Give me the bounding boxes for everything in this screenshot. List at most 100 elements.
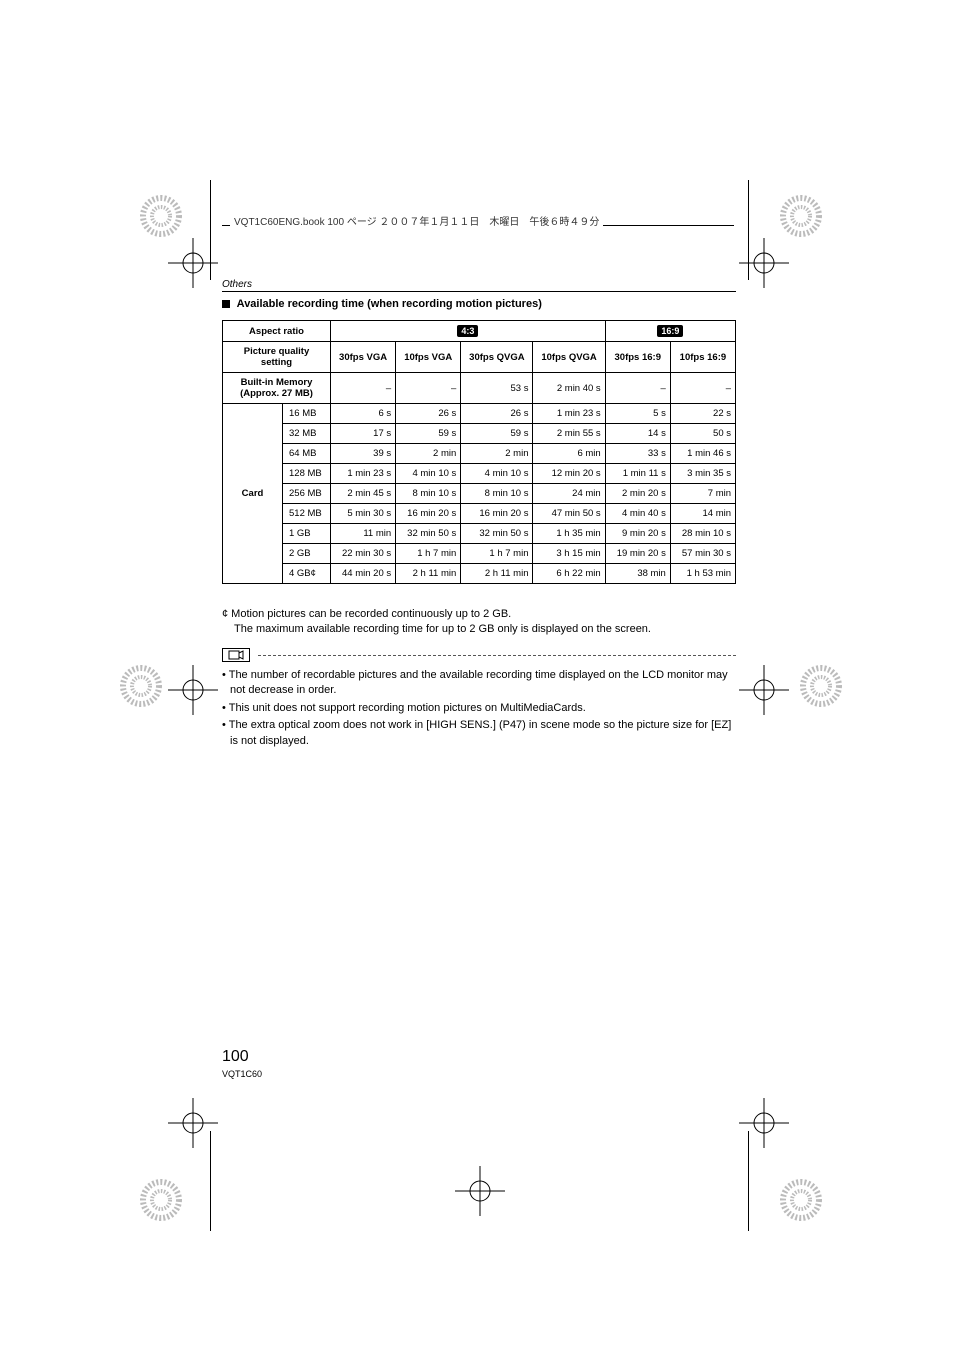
cell: 8 min 10 s	[461, 484, 533, 504]
th-col: 10fps 16:9	[670, 342, 735, 373]
section-title-text: Available recording time (when recording…	[237, 298, 542, 310]
cell: 59 s	[461, 424, 533, 444]
cell: 5 min 30 s	[331, 504, 396, 524]
th-aspect: Aspect ratio	[223, 321, 331, 342]
notes-list: The number of recordable pictures and th…	[222, 668, 736, 751]
cell: 2 min	[461, 444, 533, 464]
cell: 12 min 20 s	[533, 464, 605, 484]
card-size-label: 4 GB¢	[283, 564, 331, 584]
trim-line	[210, 1131, 211, 1231]
cell: 4 min 10 s	[396, 464, 461, 484]
cell: 1 min 46 s	[670, 444, 735, 464]
crop-mark-bc	[455, 1166, 505, 1216]
card-size-label: 512 MB	[283, 504, 331, 524]
cell: 24 min	[533, 484, 605, 504]
cell: 11 min	[331, 524, 396, 544]
th-col: 30fps VGA	[331, 342, 396, 373]
cell: 3 min 35 s	[670, 464, 735, 484]
card-size-label: 1 GB	[283, 524, 331, 544]
radial-mark-tr	[780, 195, 822, 237]
section-title: Available recording time (when recording…	[222, 298, 542, 310]
trim-line	[748, 1131, 749, 1231]
page-number: 100	[222, 1048, 249, 1066]
cell: 1 h 53 min	[670, 564, 735, 584]
radial-mark-br	[780, 1179, 822, 1221]
cell: 19 min 20 s	[605, 544, 670, 564]
th-quality: Picture quality setting	[223, 342, 331, 373]
th-col: 30fps QVGA	[461, 342, 533, 373]
th-builtin: Built-in Memory (Approx. 27 MB)	[223, 373, 331, 404]
cell: 57 min 30 s	[670, 544, 735, 564]
card-size-label: 256 MB	[283, 484, 331, 504]
cell: 38 min	[605, 564, 670, 584]
cell: 44 min 20 s	[331, 564, 396, 584]
th-169: 16:9	[605, 321, 735, 342]
cell: 14 s	[605, 424, 670, 444]
cell: 1 min 11 s	[605, 464, 670, 484]
footnote-line2: The maximum available recording time for…	[222, 622, 736, 637]
cell: 26 s	[461, 404, 533, 424]
cell: 1 min 23 s	[533, 404, 605, 424]
cell: 22 s	[670, 404, 735, 424]
cell: 2 min	[396, 444, 461, 464]
cell: 8 min 10 s	[396, 484, 461, 504]
th-card: Card	[223, 404, 283, 584]
card-size-label: 64 MB	[283, 444, 331, 464]
trim-line	[210, 180, 211, 280]
th-col: 10fps VGA	[396, 342, 461, 373]
radial-mark-tl	[140, 195, 182, 237]
cell: 47 min 50 s	[533, 504, 605, 524]
cell: 1 h 7 min	[396, 544, 461, 564]
footnote-star: ¢ Motion pictures can be recorded contin…	[222, 607, 736, 622]
cell: –	[396, 373, 461, 404]
bullet-square-icon	[222, 300, 230, 308]
cell: 26 s	[396, 404, 461, 424]
crop-mark-br	[739, 1098, 789, 1148]
cell: 6 h 22 min	[533, 564, 605, 584]
th-col: 30fps 16:9	[605, 342, 670, 373]
crop-mark-ml	[168, 665, 218, 715]
header-text: VQT1C60ENG.book 100 ページ ２００７年１月１１日 木曜日 午…	[230, 213, 603, 228]
card-size-label: 2 GB	[283, 544, 331, 564]
note-item: The number of recordable pictures and th…	[222, 668, 736, 699]
cell: 16 min 20 s	[461, 504, 533, 524]
radial-mark-bl	[140, 1179, 182, 1221]
th-43: 4:3	[331, 321, 606, 342]
cell: 7 min	[670, 484, 735, 504]
dashed-separator	[258, 655, 736, 656]
doc-code: VQT1C60	[222, 1069, 262, 1079]
cell: 50 s	[670, 424, 735, 444]
note-item: This unit does not support recording mot…	[222, 701, 736, 716]
section-category: Others	[222, 279, 252, 290]
cell: 39 s	[331, 444, 396, 464]
note-item: The extra optical zoom does not work in …	[222, 718, 736, 749]
cell: 17 s	[331, 424, 396, 444]
cell: 33 s	[605, 444, 670, 464]
radial-mark-mr	[800, 665, 842, 707]
recording-time-table: Aspect ratio 4:3 16:9 Picture quality se…	[222, 320, 736, 584]
cell: 2 min 45 s	[331, 484, 396, 504]
cell: 1 min 23 s	[331, 464, 396, 484]
cell: 4 min 10 s	[461, 464, 533, 484]
cell: 1 h 7 min	[461, 544, 533, 564]
cell: 2 min 20 s	[605, 484, 670, 504]
section-divider	[222, 291, 736, 292]
cell: 6 min	[533, 444, 605, 464]
cell: 2 h 11 min	[461, 564, 533, 584]
cell: 9 min 20 s	[605, 524, 670, 544]
cell: 16 min 20 s	[396, 504, 461, 524]
cell: 32 min 50 s	[396, 524, 461, 544]
cell: 5 s	[605, 404, 670, 424]
crop-mark-tr	[739, 238, 789, 288]
cell: –	[670, 373, 735, 404]
card-size-label: 32 MB	[283, 424, 331, 444]
cell: –	[605, 373, 670, 404]
cell: 2 min 55 s	[533, 424, 605, 444]
cell: 22 min 30 s	[331, 544, 396, 564]
cell: 53 s	[461, 373, 533, 404]
crop-mark-mr	[739, 665, 789, 715]
card-size-label: 16 MB	[283, 404, 331, 424]
cell: 1 h 35 min	[533, 524, 605, 544]
radial-mark-ml	[120, 665, 162, 707]
cell: 32 min 50 s	[461, 524, 533, 544]
